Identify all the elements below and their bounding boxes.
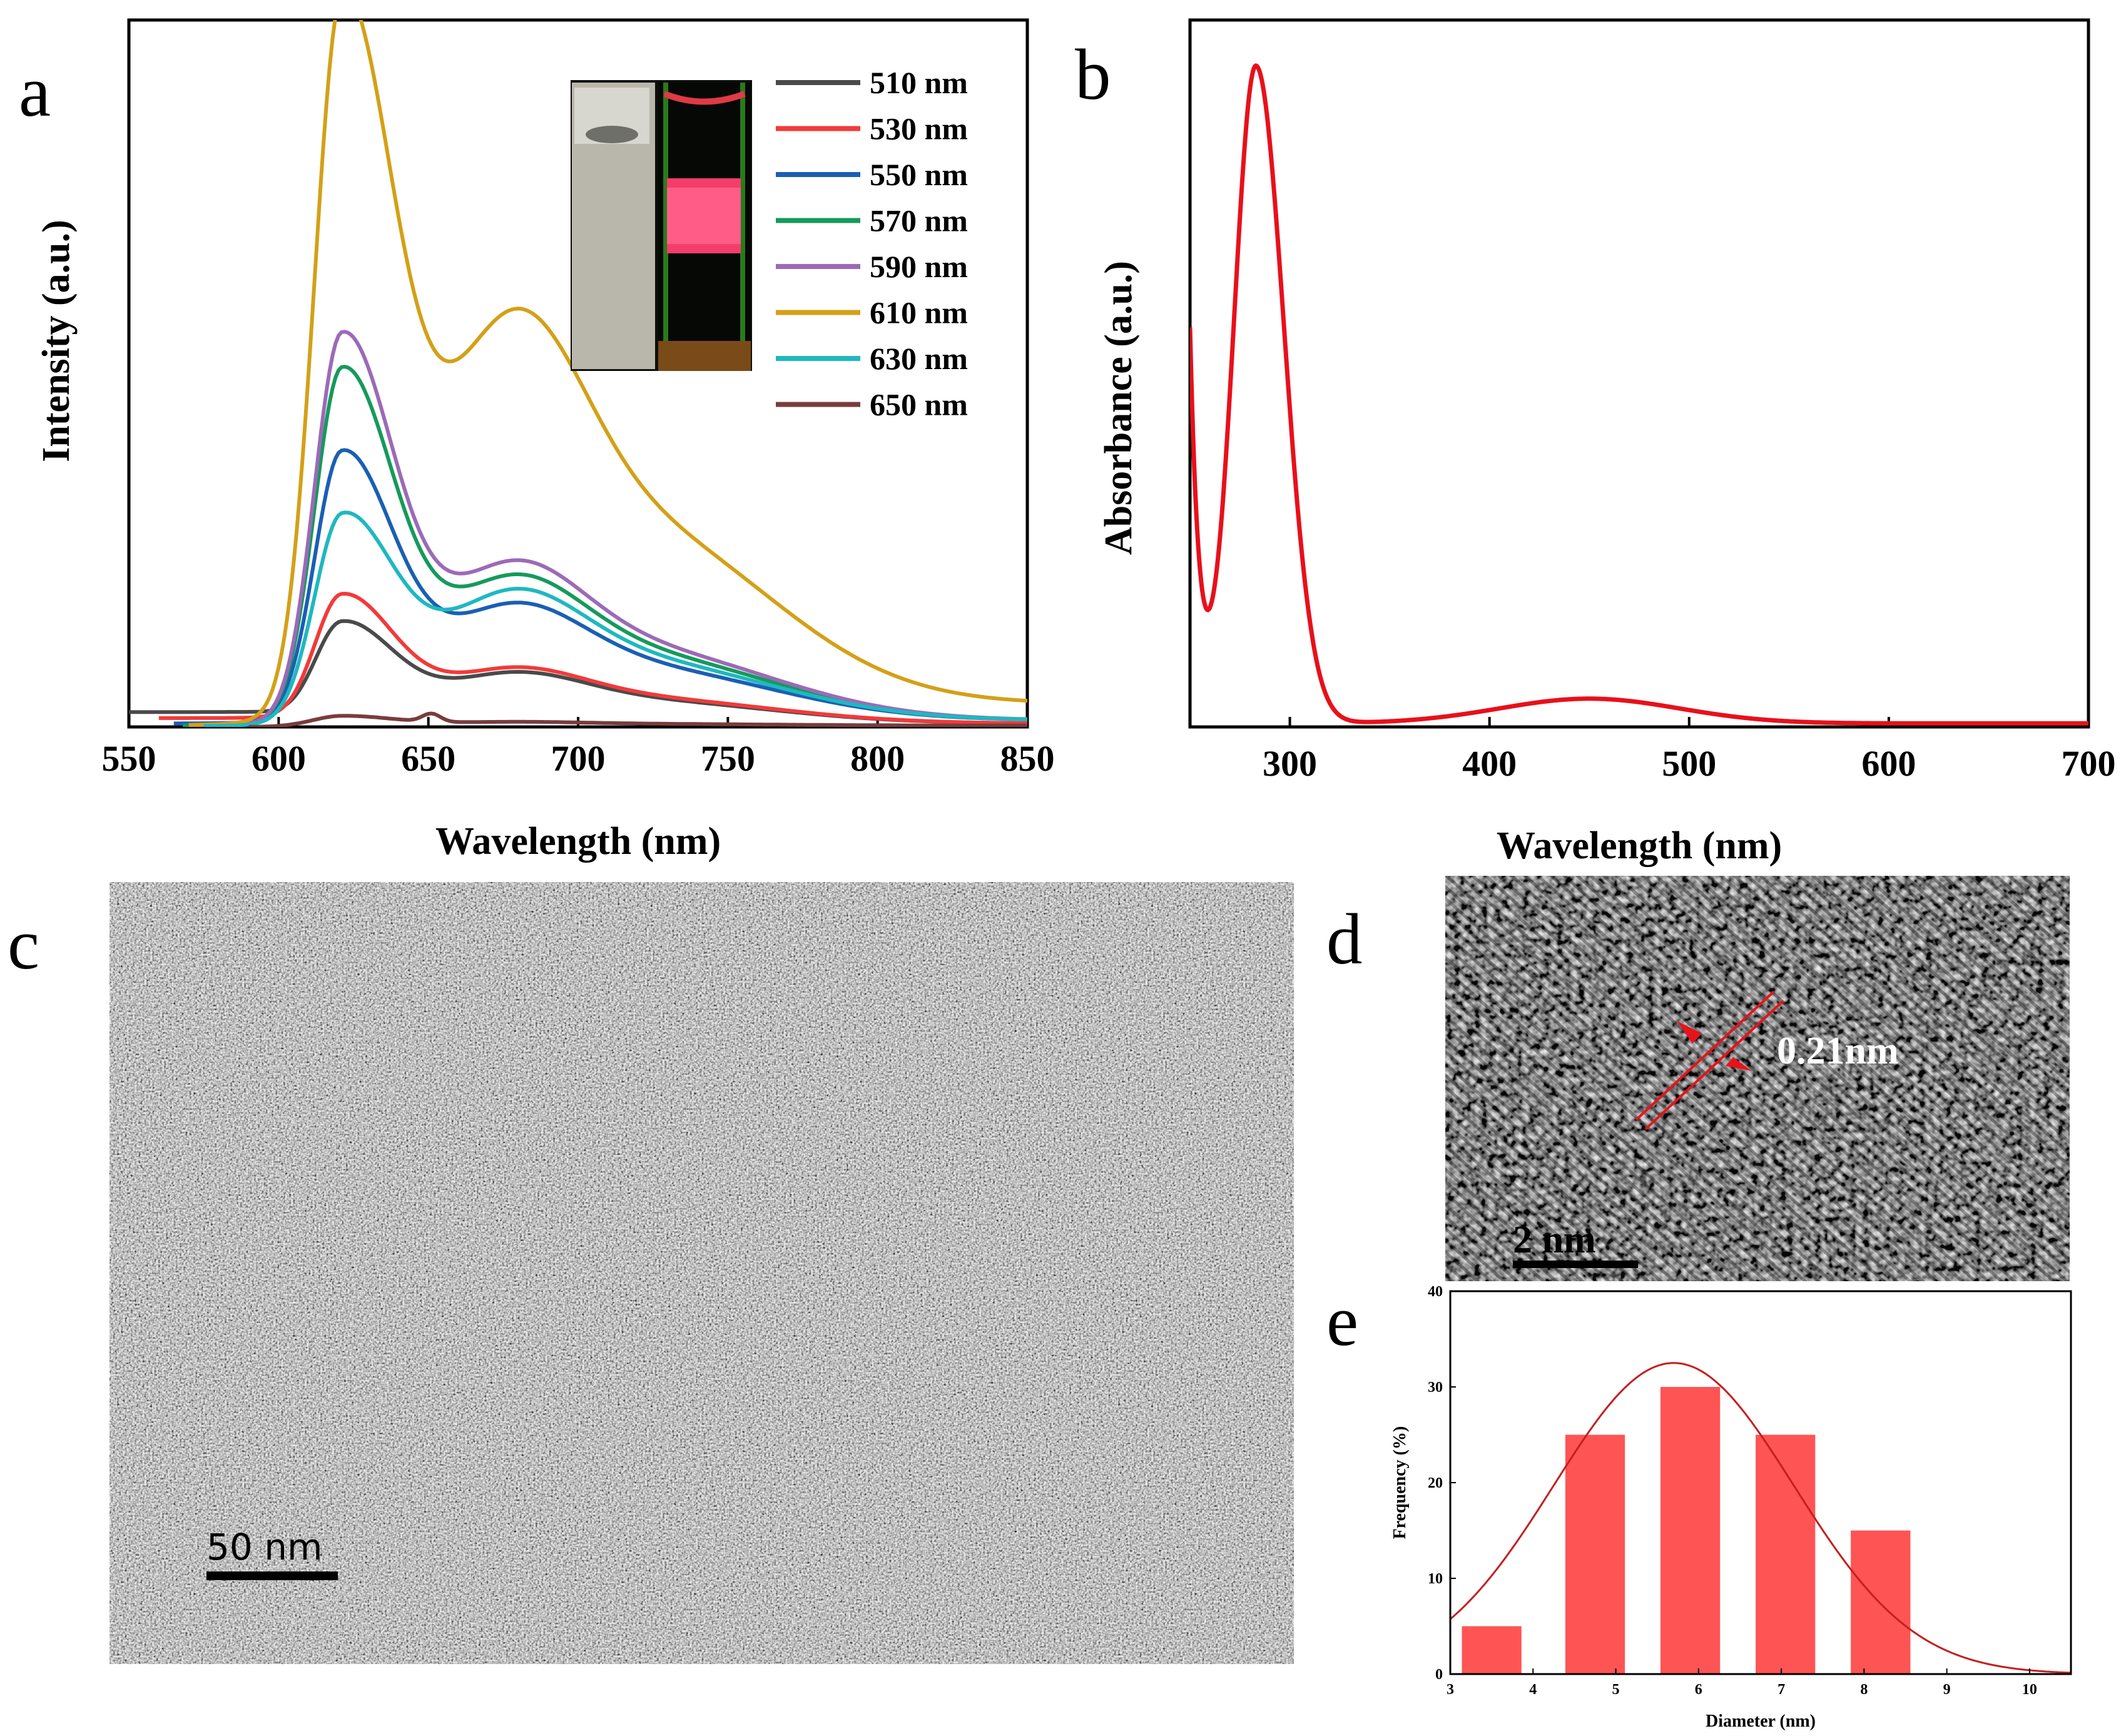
histogram-bar (1565, 1434, 1625, 1674)
legend-label: 530 nm (870, 111, 968, 146)
panel-b-y-axis-title: Absorbance (a.u.) (1097, 261, 1140, 555)
e-x-tick-label: 10 (2022, 1682, 2037, 1698)
e-x-tick-label: 6 (1695, 1682, 1702, 1698)
legend-label: 510 nm (870, 65, 968, 100)
a-x-tick-label: 850 (1000, 738, 1055, 779)
e-y-tick-label: 40 (1428, 1284, 1443, 1300)
legend-label: 570 nm (870, 203, 968, 238)
a-x-tick-label: 800 (850, 738, 905, 779)
lattice-spacing-marker (1635, 990, 1784, 1130)
e-y-tick-label: 0 (1435, 1667, 1443, 1683)
panel-a-x-axis-title: Wavelength (nm) (435, 820, 721, 863)
e-y-tick-label: 10 (1428, 1571, 1443, 1587)
cuvette-inset-photo (571, 80, 752, 371)
legend-label: 610 nm (870, 295, 968, 330)
panel-d-hrtem-image: d 0.21nm 2 nm (1326, 876, 2070, 1281)
histogram-bar (1462, 1626, 1522, 1674)
panel-a-series (129, 20, 1027, 727)
panel-e-x-axis-title: Diameter (nm) (1706, 1712, 1816, 1731)
b-absorbance-line (1190, 63, 2088, 726)
panel-a-y-axis-title: Intensity (a.u.) (35, 220, 78, 462)
panel-d-scale-bar (1513, 1261, 1638, 1268)
histogram-bar (1756, 1434, 1816, 1674)
legend-label: 550 nm (870, 157, 968, 192)
e-x-tick-label: 5 (1612, 1682, 1620, 1698)
panel-e-size-histogram: e 3 4 5 6 7 8 9 10 0 10 20 30 40 Diameter (nm) Frequ… (1326, 1281, 2072, 1731)
b-x-tick-label: 400 (1462, 743, 1517, 784)
panel-c-letter: c (8, 905, 39, 984)
a-x-tick-label: 650 (401, 738, 455, 779)
a-series-line-630-nm (203, 510, 1027, 727)
a-x-tick-label: 750 (701, 738, 755, 779)
panel-a-letter: a (19, 52, 51, 131)
a-x-tick-label: 700 (551, 738, 606, 779)
panel-b-x-axis-title: Wavelength (nm) (1497, 825, 1782, 867)
panel-d-letter: d (1326, 900, 1363, 979)
a-series-line-610-nm (188, 20, 1027, 727)
lattice-spacing-label: 0.21nm (1777, 1030, 1899, 1072)
panel-b-letter: b (1075, 35, 1111, 114)
histogram-bar (1660, 1387, 1721, 1674)
legend-label: 630 nm (870, 341, 968, 376)
panel-e-bars (1450, 1362, 2071, 1674)
e-x-tick-label: 9 (1943, 1682, 1951, 1698)
panel-a-emission-spectra: a 550 600 650 700 750 800 850 510 nm 530 nm 550 … (19, 18, 1055, 863)
e-x-tick-label: 7 (1778, 1682, 1785, 1698)
e-x-tick-label: 8 (1860, 1682, 1868, 1698)
panel-b-series (1190, 63, 2088, 726)
panel-a-legend: 510 nm 530 nm 550 nm 570 nm 590 nm 610 nm 630 … (776, 65, 968, 422)
legend-label: 590 nm (870, 249, 968, 284)
a-series-line-650-nm (248, 711, 1027, 727)
panel-e-ticks: 3 4 5 6 7 8 9 10 0 10 20 30 40 (1428, 1284, 2037, 1698)
panel-c-tem-image: c 50 nm (8, 882, 1294, 1664)
panel-c-scale-label: 50 nm (206, 1526, 323, 1568)
panel-b-absorbance-spectrum: b 300 400 500 600 700 Wavelength (nm) Absorb… (1075, 18, 2116, 867)
tem-image-texture (109, 882, 1294, 1664)
b-x-tick-label: 500 (1662, 743, 1716, 784)
legend-label: 650 nm (870, 387, 968, 422)
b-x-tick-label: 300 (1263, 743, 1317, 784)
a-series-line-590-nm (188, 330, 1027, 727)
panel-b-frame (1188, 18, 2090, 729)
a-x-tick-label: 550 (102, 738, 156, 779)
panel-b-x-ticks: 300 400 500 600 700 (1263, 717, 2116, 784)
panel-c-scale-bar (206, 1571, 338, 1580)
b-x-tick-label: 700 (2062, 743, 2116, 784)
panel-e-y-axis-title: Frequency (%) (1390, 1426, 1410, 1540)
e-y-tick-label: 30 (1428, 1379, 1443, 1396)
panel-a-x-ticks: 550 600 650 700 750 800 850 (102, 717, 1055, 779)
b-x-tick-label: 600 (1861, 743, 1916, 784)
histogram-bar (1851, 1530, 1911, 1674)
a-x-tick-label: 600 (252, 738, 306, 779)
e-y-tick-label: 20 (1428, 1475, 1443, 1491)
panel-e-letter: e (1326, 1281, 1358, 1361)
panel-d-scale-label: 2 nm (1513, 1219, 1596, 1261)
a-series-line-530-nm (158, 591, 1027, 725)
e-x-tick-label: 3 (1447, 1682, 1454, 1698)
e-x-tick-label: 4 (1529, 1682, 1537, 1698)
gaussian-fit-line (1450, 1362, 2071, 1674)
lattice-fringes (1445, 876, 2070, 1281)
